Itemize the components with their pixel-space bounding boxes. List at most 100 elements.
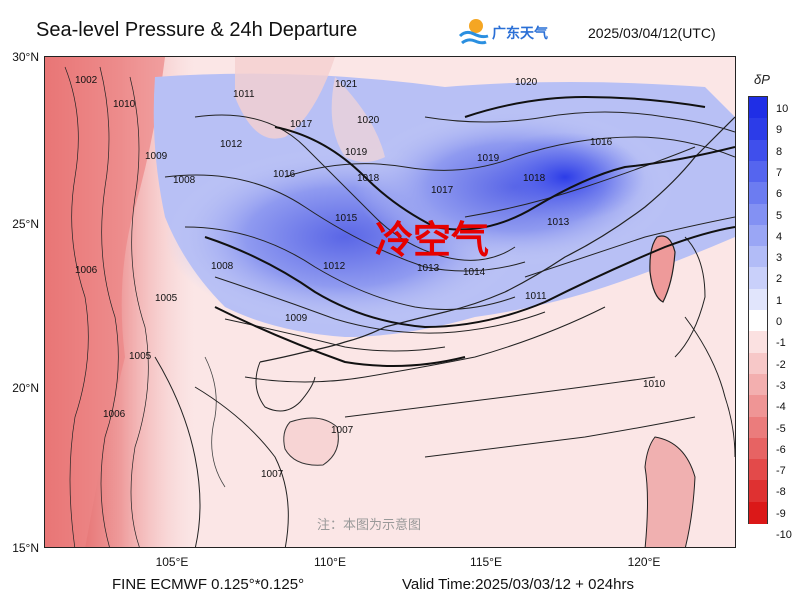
colorbar-swatch bbox=[749, 182, 767, 205]
colorbar-label: 3 bbox=[776, 252, 783, 265]
cold-core bbox=[485, 132, 645, 222]
lat-label-20n: 20°N bbox=[12, 381, 39, 395]
weather-logo-icon bbox=[458, 19, 489, 45]
taiwan bbox=[649, 235, 676, 303]
analysis-datetime: 2025/03/04/12(UTC) bbox=[588, 25, 716, 41]
isobar-label: 1011 bbox=[525, 291, 547, 302]
isobar-label: 1017 bbox=[431, 185, 454, 196]
lon-label-110e: 110°E bbox=[314, 555, 346, 569]
isobar-label: 1007 bbox=[331, 425, 354, 436]
colorbar-label: 0 bbox=[776, 316, 783, 328]
isobar-label: 1008 bbox=[211, 261, 234, 272]
colorbar-label: -3 bbox=[776, 379, 786, 392]
colorbar-title: δP bbox=[754, 72, 770, 87]
colorbar-label: -2 bbox=[776, 358, 786, 371]
isobar-label: 1016 bbox=[273, 169, 296, 180]
colorbar bbox=[748, 96, 768, 524]
isobar-label: 1018 bbox=[357, 173, 380, 184]
colorbar-label: 6 bbox=[776, 188, 783, 201]
colorbar-swatch bbox=[749, 416, 767, 439]
colorbar-label: 5 bbox=[776, 209, 783, 222]
colorbar-swatch bbox=[749, 437, 767, 460]
colorbar-swatch bbox=[749, 139, 767, 162]
isobar-label: 1020 bbox=[515, 77, 538, 88]
colorbar-swatch bbox=[749, 459, 767, 482]
colorbar-swatch bbox=[749, 310, 767, 332]
cold-air-annotation: 冷空气 bbox=[375, 220, 489, 262]
colorbar-swatch bbox=[749, 331, 767, 354]
isobar-label: 1009 bbox=[285, 313, 308, 324]
disclaimer-watermark: 注：本图为示意图 bbox=[317, 517, 421, 532]
colorbar-label: 4 bbox=[776, 230, 783, 243]
colorbar-swatch bbox=[749, 246, 767, 269]
isobar-label: 1017 bbox=[290, 119, 313, 130]
model-info: FINE ECMWF 0.125°*0.125° bbox=[112, 576, 305, 593]
colorbar-label: -5 bbox=[776, 422, 786, 435]
isobar-label: 1002 bbox=[75, 75, 98, 86]
lon-label-120e: 120°E bbox=[627, 555, 661, 569]
isobar-label: 1008 bbox=[173, 175, 196, 186]
chart-title: Sea-level Pressure & 24h Departure bbox=[36, 19, 358, 41]
lat-label-25n: 25°N bbox=[12, 217, 39, 231]
colorbar-swatch bbox=[749, 203, 767, 226]
isobar-label: 1013 bbox=[417, 263, 440, 274]
valid-time: Valid Time:2025/03/03/12 + 024hrs bbox=[402, 576, 634, 593]
logo-text: 广东天气 bbox=[492, 25, 548, 41]
isobar-label: 1011 bbox=[233, 89, 255, 100]
colorbar-swatch bbox=[749, 97, 767, 119]
colorbar-swatch bbox=[749, 224, 767, 247]
isobar-label: 1020 bbox=[357, 115, 380, 126]
colorbar-swatch bbox=[749, 267, 767, 290]
isobar-label: 1010 bbox=[643, 379, 666, 390]
isobar-label: 1015 bbox=[335, 213, 358, 224]
colorbar-swatch bbox=[749, 501, 767, 524]
isobar-label: 1014 bbox=[463, 267, 486, 278]
isobar-label: 1016 bbox=[590, 137, 613, 148]
colorbar-label: -1 bbox=[776, 337, 786, 350]
colorbar-label: -9 bbox=[776, 507, 786, 520]
map-canvas: 1002 1010 1009 1008 1011 1012 1016 1017 … bbox=[45, 57, 735, 547]
colorbar-label: -4 bbox=[776, 401, 786, 414]
isobar-label: 1006 bbox=[103, 409, 126, 420]
isobar-label: 1018 bbox=[523, 173, 546, 184]
isobar-label: 1009 bbox=[145, 151, 168, 162]
pressure-map: 1002 1010 1009 1008 1011 1012 1016 1017 … bbox=[44, 56, 736, 548]
isobars bbox=[64, 66, 735, 547]
colorbar-label: 2 bbox=[776, 273, 783, 286]
isobar-label: 1019 bbox=[477, 153, 500, 164]
colorbar-swatch bbox=[749, 480, 767, 503]
colorbar-swatch bbox=[749, 288, 767, 311]
colorbar-label: -7 bbox=[776, 465, 786, 478]
coastline bbox=[259, 116, 735, 363]
hainan bbox=[283, 417, 339, 466]
isobar-label: 1007 bbox=[261, 469, 284, 480]
colorbar-swatch bbox=[749, 373, 767, 396]
isobar-label: 1010 bbox=[113, 99, 136, 110]
isobar-label: 1012 bbox=[220, 139, 243, 150]
isobar-label: 1006 bbox=[75, 265, 98, 276]
lon-label-105e: 105°E bbox=[155, 555, 189, 569]
isobar-label: 1005 bbox=[129, 351, 152, 362]
isobar-label: 1013 bbox=[547, 217, 570, 228]
colorbar-label: -10 bbox=[776, 529, 792, 541]
isobar-label: 1012 bbox=[323, 261, 346, 272]
colorbar-swatch bbox=[749, 118, 767, 141]
colorbar-label: 8 bbox=[776, 145, 783, 158]
colorbar-label: -6 bbox=[776, 443, 786, 456]
colorbar-swatch bbox=[749, 352, 767, 375]
colorbar-swatch bbox=[749, 160, 767, 183]
isobar-label: 1019 bbox=[345, 147, 368, 158]
colorbar-label: 9 bbox=[776, 124, 783, 137]
isobar-label: 1005 bbox=[155, 293, 178, 304]
colorbar-label: -8 bbox=[776, 486, 786, 499]
colorbar-swatch bbox=[749, 395, 767, 418]
colorbar-label: 1 bbox=[776, 294, 783, 307]
colorbar-label: 7 bbox=[776, 166, 783, 179]
lat-label-30n: 30°N bbox=[12, 50, 39, 64]
lat-label-15n: 15°N bbox=[12, 541, 39, 555]
colorbar-label: 10 bbox=[776, 103, 789, 115]
lon-label-115e: 115°E bbox=[470, 555, 502, 569]
logo: 广东天气 bbox=[456, 14, 566, 50]
isobar-label: 1021 bbox=[335, 79, 358, 90]
luzon bbox=[644, 436, 696, 547]
